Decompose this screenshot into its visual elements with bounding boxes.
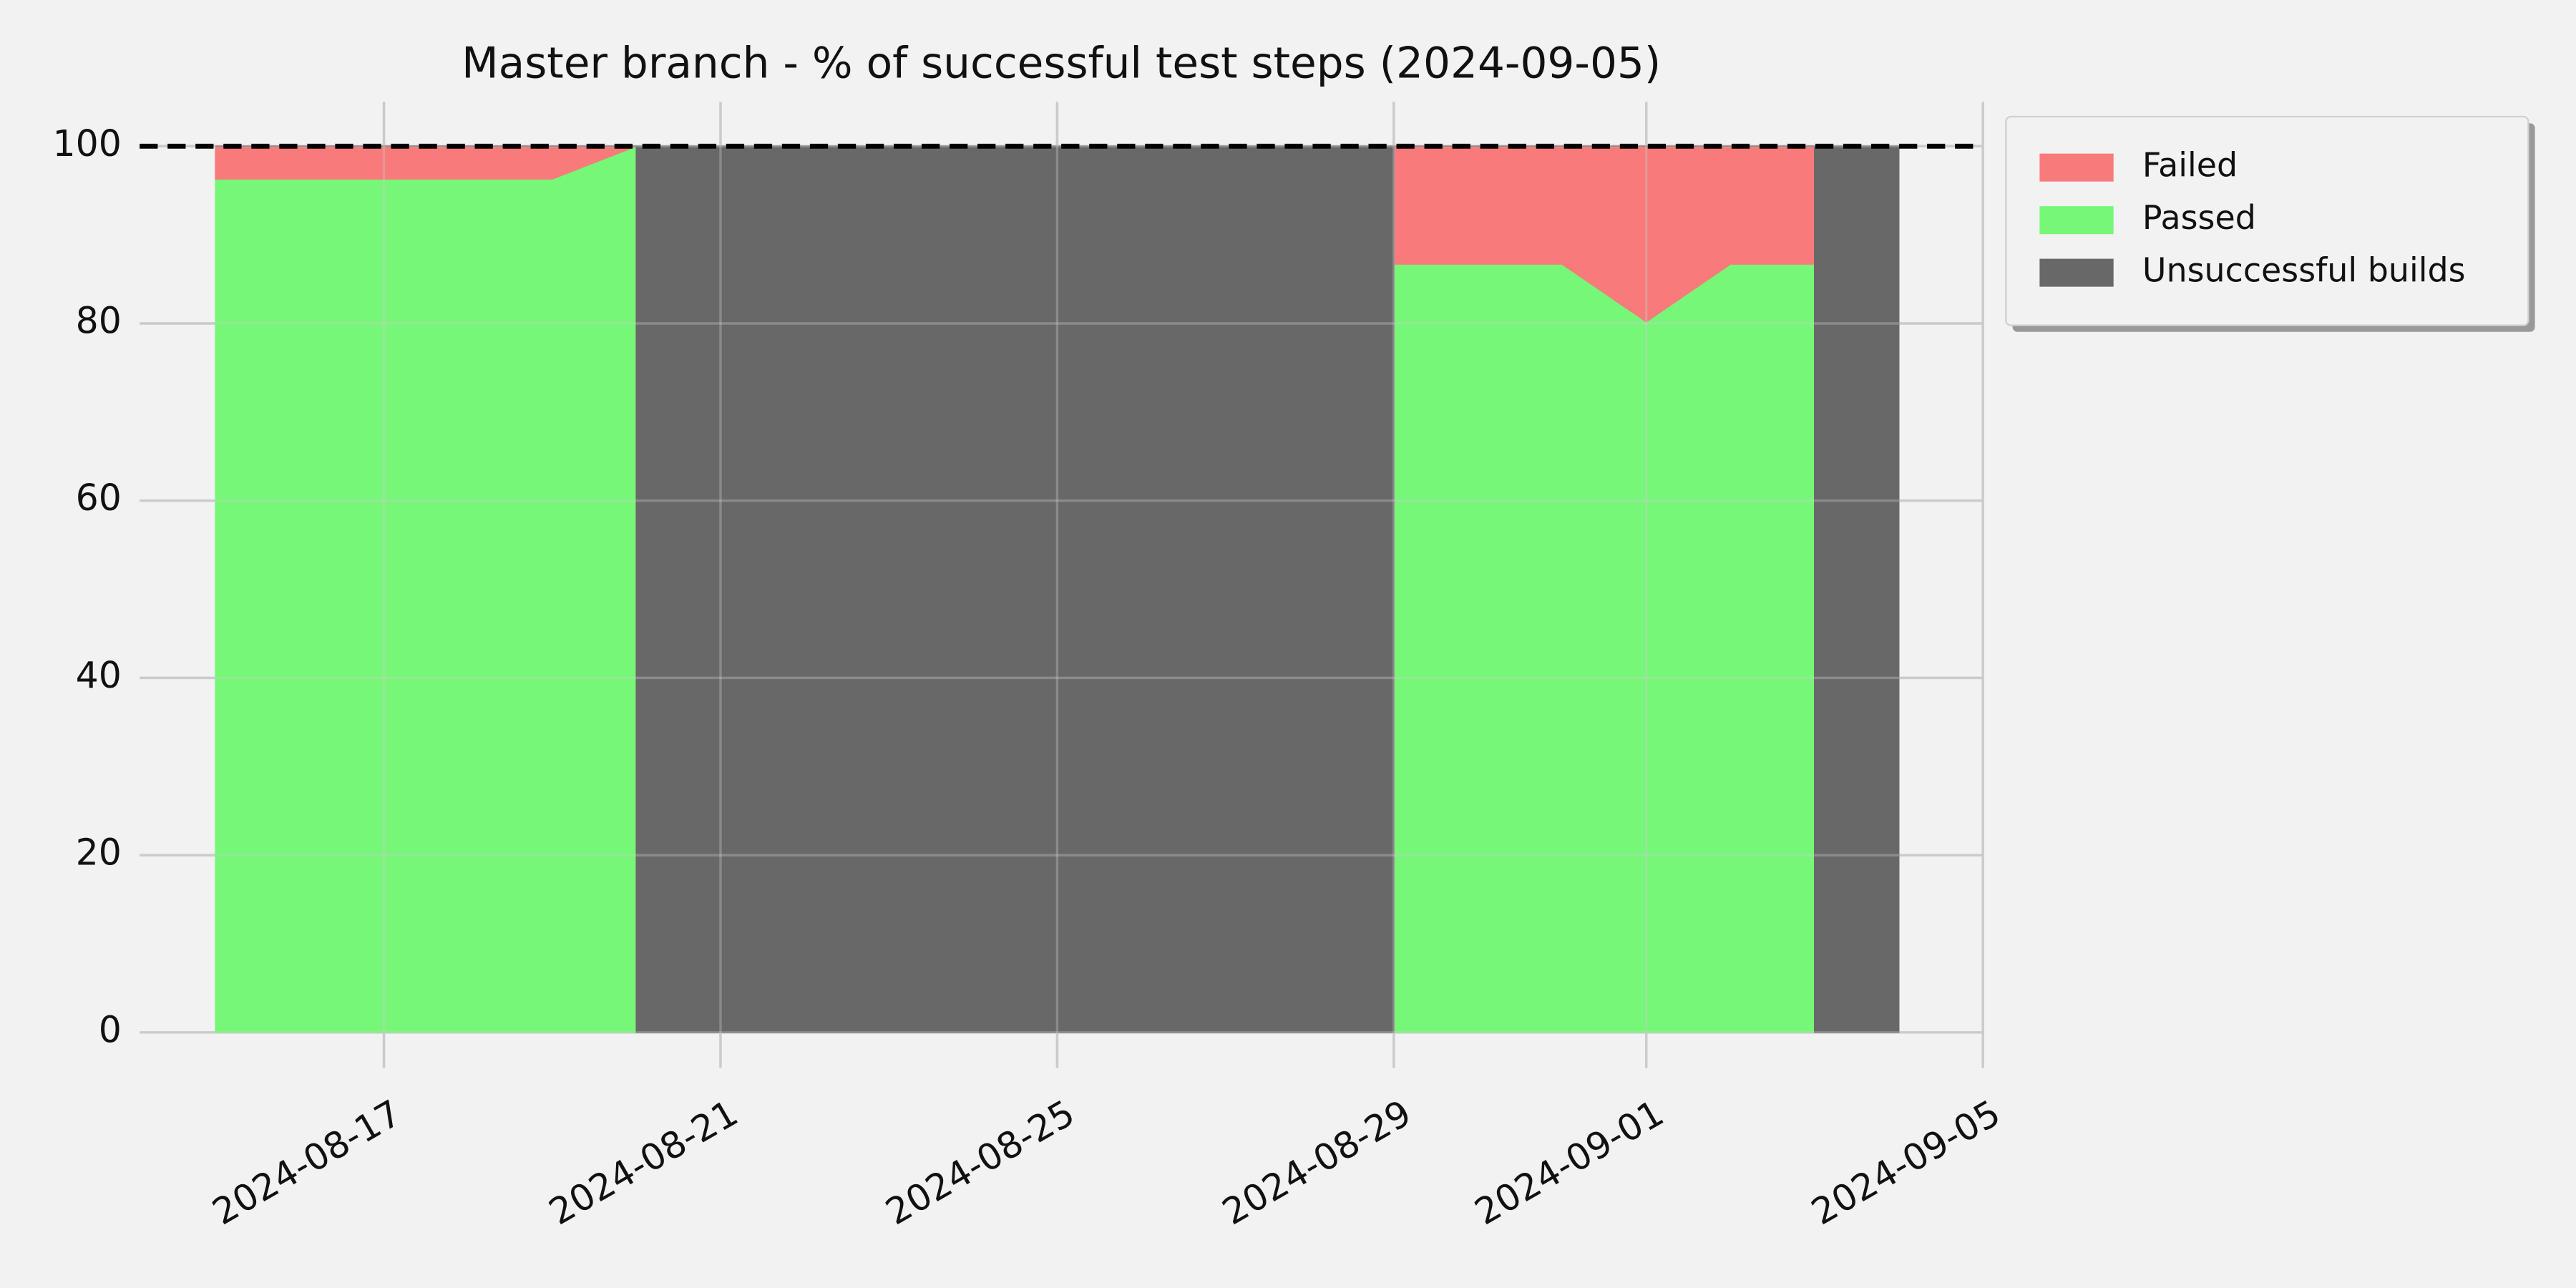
legend-label: Failed: [2142, 146, 2238, 185]
y-tick-label: 20: [76, 831, 122, 874]
y-tick-label: 60: [76, 477, 122, 519]
area: [215, 145, 1900, 1033]
legend-label: Unsuccessful builds: [2142, 251, 2466, 290]
legend-swatch: [2039, 206, 2114, 235]
legend: [2005, 115, 2529, 326]
chart-title: Master branch - % of successful test ste…: [462, 39, 1661, 88]
y-tick-label: 80: [76, 299, 122, 341]
legend-swatch: [2039, 258, 2114, 287]
legend-label: Passed: [2142, 198, 2256, 237]
y-tick-label: 40: [76, 654, 122, 696]
legend-swatch: [2039, 153, 2114, 182]
y-tick-label: 0: [99, 1008, 122, 1050]
y-tick-label: 100: [53, 122, 122, 165]
